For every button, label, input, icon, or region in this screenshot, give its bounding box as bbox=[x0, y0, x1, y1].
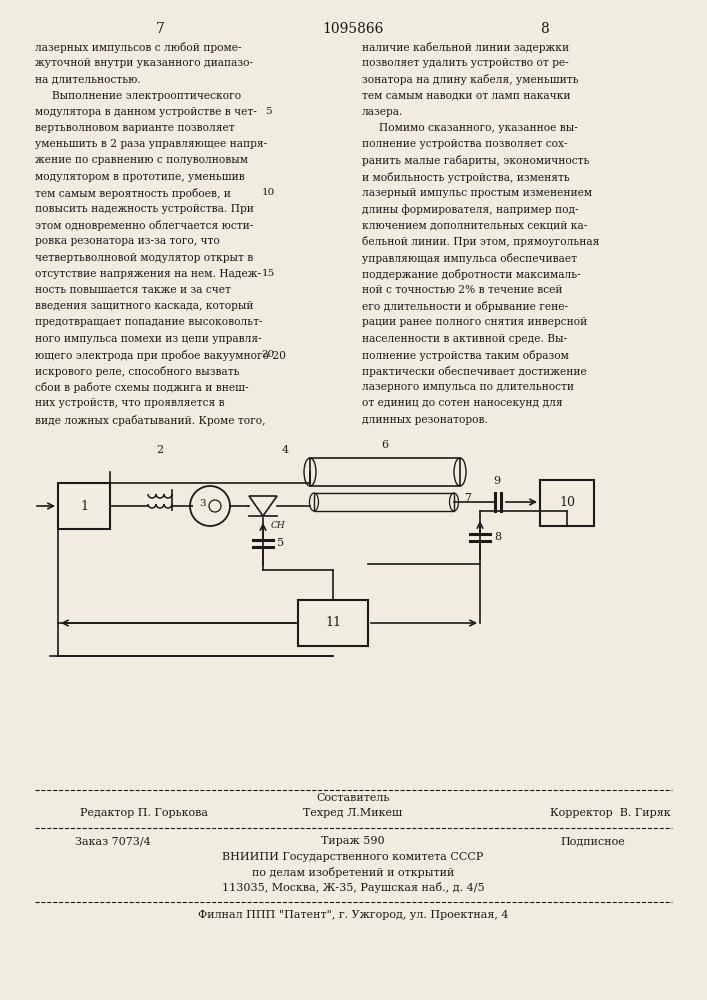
Text: ровка резонатора из-за того, что: ровка резонатора из-за того, что bbox=[35, 236, 220, 246]
Bar bbox=[314, 493, 454, 511]
Text: 1: 1 bbox=[80, 499, 88, 512]
Text: полнение устройства позволяет сох-: полнение устройства позволяет сох- bbox=[362, 139, 568, 149]
Text: 1095866: 1095866 bbox=[322, 22, 384, 36]
Text: 8: 8 bbox=[494, 532, 501, 542]
Text: отсутствие напряжения на нем. Надеж-: отсутствие напряжения на нем. Надеж- bbox=[35, 269, 261, 279]
Text: лазерных импульсов с любой проме-: лазерных импульсов с любой проме- bbox=[35, 42, 242, 53]
Text: тем самым наводки от ламп накачки: тем самым наводки от ламп накачки bbox=[362, 91, 571, 101]
Text: поддержание добротности максималь-: поддержание добротности максималь- bbox=[362, 269, 580, 280]
Text: 113035, Москва, Ж-35, Раушская наб., д. 4/5: 113035, Москва, Ж-35, Раушская наб., д. … bbox=[222, 882, 484, 893]
Text: на длительностью.: на длительностью. bbox=[35, 74, 141, 84]
Text: управляющая импульса обеспечивает: управляющая импульса обеспечивает bbox=[362, 253, 577, 264]
Text: модулятора в данном устройстве в чет-: модулятора в данном устройстве в чет- bbox=[35, 107, 257, 117]
Text: 7: 7 bbox=[464, 493, 471, 503]
Text: длины формирователя, например под-: длины формирователя, например под- bbox=[362, 204, 579, 215]
Text: ного импульса помехи из цепи управля-: ного импульса помехи из цепи управля- bbox=[35, 334, 262, 344]
Text: введения защитного каскада, который: введения защитного каскада, который bbox=[35, 301, 254, 311]
Text: Тираж 590: Тираж 590 bbox=[321, 836, 385, 846]
Text: модулятором в прототипе, уменьшив: модулятором в прототипе, уменьшив bbox=[35, 172, 245, 182]
Text: полнение устройства таким образом: полнение устройства таким образом bbox=[362, 350, 569, 361]
Text: 6: 6 bbox=[382, 440, 389, 450]
Bar bbox=[58, 483, 110, 529]
Text: 15: 15 bbox=[262, 269, 274, 278]
Text: бельной линии. При этом, прямоугольная: бельной линии. При этом, прямоугольная bbox=[362, 236, 600, 247]
Text: 8: 8 bbox=[541, 22, 549, 36]
Text: виде ложных срабатываний. Кроме того,: виде ложных срабатываний. Кроме того, bbox=[35, 415, 266, 426]
Text: Подписное: Подписное bbox=[560, 836, 625, 846]
Bar bbox=[310, 458, 460, 486]
Text: этом одновременно облегчается юсти-: этом одновременно облегчается юсти- bbox=[35, 220, 253, 231]
Text: 9: 9 bbox=[493, 476, 501, 486]
Text: практически обеспечивает достижение: практически обеспечивает достижение bbox=[362, 366, 587, 377]
Text: 11: 11 bbox=[325, 616, 341, 630]
Text: ранить малые габариты, экономичность: ранить малые габариты, экономичность bbox=[362, 155, 590, 166]
Text: ключением дополнительных секций ка-: ключением дополнительных секций ка- bbox=[362, 220, 588, 230]
Bar bbox=[298, 600, 368, 646]
Text: лазерного импульса по длительности: лазерного импульса по длительности bbox=[362, 382, 574, 392]
Text: тем самым вероятность пробоев, и: тем самым вероятность пробоев, и bbox=[35, 188, 231, 199]
Text: позволяет удалить устройство от ре-: позволяет удалить устройство от ре- bbox=[362, 58, 568, 68]
Text: Заказ 7073/4: Заказ 7073/4 bbox=[75, 836, 151, 846]
Text: сбои в работе схемы поджига и внеш-: сбои в работе схемы поджига и внеш- bbox=[35, 382, 249, 393]
Text: его длительности и обрывание гене-: его длительности и обрывание гене- bbox=[362, 301, 568, 312]
Text: 7: 7 bbox=[156, 22, 165, 36]
Text: длинных резонаторов.: длинных резонаторов. bbox=[362, 415, 488, 425]
Text: зонатора на длину кабеля, уменьшить: зонатора на длину кабеля, уменьшить bbox=[362, 74, 578, 85]
Text: от единиц до сотен наносекунд для: от единиц до сотен наносекунд для bbox=[362, 398, 563, 408]
Text: предотвращает попадание высоковольт-: предотвращает попадание высоковольт- bbox=[35, 317, 262, 327]
Text: ной с точностью 2% в течение всей: ной с точностью 2% в течение всей bbox=[362, 285, 563, 295]
Text: рации ранее полного снятия инверсной: рации ранее полного снятия инверсной bbox=[362, 317, 588, 327]
Text: 3: 3 bbox=[199, 499, 206, 508]
Text: искрового реле, способного вызвать: искрового реле, способного вызвать bbox=[35, 366, 240, 377]
Text: Помимо сказанного, указанное вы-: Помимо сказанного, указанное вы- bbox=[362, 123, 578, 133]
Text: лазерный импульс простым изменением: лазерный импульс простым изменением bbox=[362, 188, 592, 198]
Text: наличие кабельной линии задержки: наличие кабельной линии задержки bbox=[362, 42, 569, 53]
Text: 5: 5 bbox=[277, 538, 284, 548]
Text: Корректор  В. Гиряк: Корректор В. Гиряк bbox=[549, 808, 670, 818]
Text: 2: 2 bbox=[156, 445, 163, 455]
Text: жуточной внутри указанного диапазо-: жуточной внутри указанного диапазо- bbox=[35, 58, 253, 68]
Text: жение по сравнению с полуволновым: жение по сравнению с полуволновым bbox=[35, 155, 248, 165]
Text: уменьшить в 2 раза управляющее напря-: уменьшить в 2 раза управляющее напря- bbox=[35, 139, 267, 149]
Text: 4: 4 bbox=[281, 445, 288, 455]
Text: ность повышается также и за счет: ность повышается также и за счет bbox=[35, 285, 231, 295]
Text: и мобильность устройства, изменять: и мобильность устройства, изменять bbox=[362, 172, 570, 183]
Text: населенности в активной среде. Вы-: населенности в активной среде. Вы- bbox=[362, 334, 567, 344]
Text: Филнал ППП "Патент", г. Ужгород, ул. Проектная, 4: Филнал ППП "Патент", г. Ужгород, ул. Про… bbox=[198, 910, 508, 920]
Text: ВНИИПИ Государственного комитета СССР: ВНИИПИ Государственного комитета СССР bbox=[222, 852, 484, 862]
Text: них устройств, что проявляется в: них устройств, что проявляется в bbox=[35, 398, 225, 408]
Bar bbox=[540, 480, 594, 526]
Text: Редактор П. Горькова: Редактор П. Горькова bbox=[80, 808, 208, 818]
Text: лазера.: лазера. bbox=[362, 107, 404, 117]
Text: вертьволновом варианте позволяет: вертьволновом варианте позволяет bbox=[35, 123, 235, 133]
Text: Выполнение электрооптического: Выполнение электрооптического bbox=[35, 91, 241, 101]
Text: ющего электрода при пробое вакуумного 20: ющего электрода при пробое вакуумного 20 bbox=[35, 350, 286, 361]
Text: четвертьволновой модулятор открыт в: четвертьволновой модулятор открыт в bbox=[35, 253, 253, 263]
Text: CH: CH bbox=[271, 521, 286, 530]
Text: повысить надежность устройства. При: повысить надежность устройства. При bbox=[35, 204, 254, 214]
Text: по делам изобретений и открытий: по делам изобретений и открытий bbox=[252, 867, 454, 878]
Text: 10: 10 bbox=[559, 496, 575, 510]
Text: 5: 5 bbox=[264, 107, 271, 116]
Text: Составитель: Составитель bbox=[316, 793, 390, 803]
Text: 20: 20 bbox=[262, 350, 274, 359]
Text: 10: 10 bbox=[262, 188, 274, 197]
Text: Техред Л.Микеш: Техред Л.Микеш bbox=[303, 808, 402, 818]
